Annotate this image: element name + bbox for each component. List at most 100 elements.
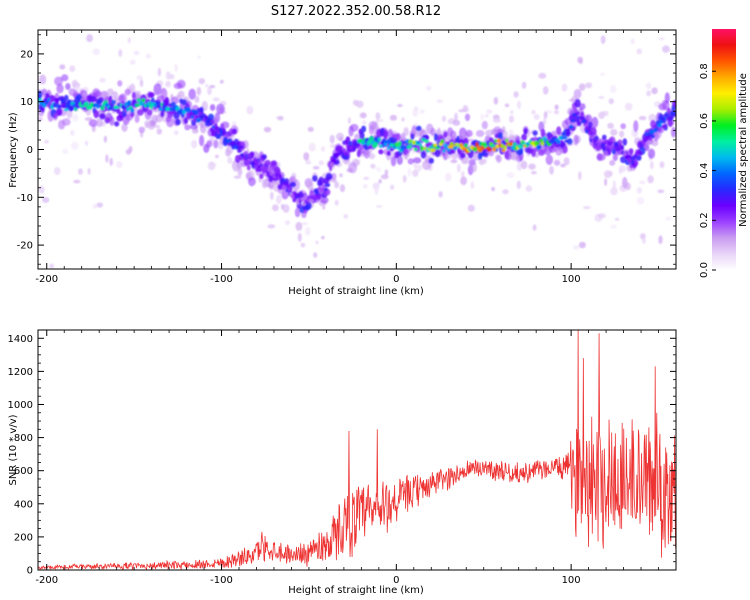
spectrogram-cell — [86, 34, 93, 43]
spectrogram-cell — [566, 138, 573, 145]
spectrogram-cell — [600, 72, 605, 76]
snr-panel: -200 -100 0 100 0 200 400 600 800 1000 1200 1400 H… — [8, 329, 677, 596]
spectrogram-cell — [339, 184, 346, 193]
spectrogram-cell — [495, 144, 500, 149]
spectrogram-cell — [531, 171, 537, 175]
spectrogram-cell — [324, 183, 331, 187]
spectrogram-cell — [443, 131, 448, 138]
spectrogram-cell — [62, 148, 69, 154]
spectrogram-cell — [280, 178, 284, 184]
spectrogram-cell — [587, 130, 593, 136]
spectrogram-cell — [320, 196, 329, 204]
spectrogram-cell — [401, 117, 405, 122]
spectrogram-cell — [632, 163, 637, 167]
spectrogram-cell — [481, 151, 488, 157]
spectrogram-cell — [672, 100, 676, 108]
spectrogram-cell — [390, 184, 395, 190]
spectrogram-cell — [579, 103, 586, 110]
spectrogram-cell — [573, 89, 582, 99]
spectrogram-cell — [438, 191, 443, 198]
spectrogram-cell — [565, 130, 571, 135]
spectrogram-cell — [277, 115, 284, 121]
spectrogram-cell — [638, 151, 643, 156]
spectrogram-cell — [343, 152, 349, 157]
spectrogram-cell — [184, 124, 191, 131]
spectrogram-cell — [479, 141, 484, 147]
spectrogram-cell — [664, 216, 672, 221]
spectrogram-cell — [93, 110, 99, 119]
spectrogram-cell — [472, 147, 478, 152]
spectrogram-cell — [103, 135, 107, 143]
spectrogram-cell — [276, 194, 282, 204]
spectrogram-cell — [528, 163, 536, 170]
spectrogram-cell — [662, 45, 670, 53]
spectrogram-cell — [636, 48, 643, 55]
spectrogram-cell — [72, 113, 79, 122]
spectrogram-cell — [645, 82, 652, 90]
spectrogram-cell — [71, 141, 79, 150]
spectrogram-cell — [666, 107, 671, 115]
spectrogram-cell — [504, 150, 510, 160]
spectrogram-cell — [74, 104, 80, 109]
spectrogram-cell — [85, 140, 88, 146]
spectrogram-cell — [384, 139, 390, 144]
spectrogram-cell — [430, 148, 436, 153]
spectrogram-cell — [126, 107, 130, 112]
spectrogram-cell — [585, 82, 593, 89]
spectrogram-cell — [484, 114, 489, 118]
spectrogram-cell — [155, 101, 160, 105]
spectrogram-cell — [642, 238, 646, 244]
spectrogram-cell — [199, 134, 205, 147]
spectrogram-cell — [588, 121, 593, 129]
spectrogram-cell — [452, 146, 458, 151]
spectrogram-cell — [363, 176, 370, 180]
spectrogram-cell — [259, 173, 264, 180]
spectrogram-cell — [642, 137, 648, 143]
spectrogram-cell — [183, 117, 189, 124]
spectrogram-cell — [158, 107, 163, 111]
spectrogram-cell — [124, 101, 128, 108]
spectrogram-cell — [63, 108, 69, 112]
spectrogram-cell — [376, 166, 381, 172]
spectrogram-cell — [442, 148, 446, 153]
spectrogram-cell — [640, 233, 646, 240]
spectrogram-cell — [69, 107, 73, 112]
spectrogram-cell — [462, 146, 467, 151]
spectrogram-cell — [282, 204, 290, 213]
spectrogram-cell — [449, 141, 454, 146]
spectrogram-cell — [197, 55, 201, 59]
spectrogram-cell — [607, 122, 614, 129]
spectrogram-cell — [268, 174, 274, 183]
spectrogram-cell — [251, 161, 256, 166]
spectrogram-cell — [498, 132, 503, 140]
spectrogram-cell — [121, 17, 128, 20]
spectrogram-cell — [205, 83, 209, 88]
spectrogram-cell — [508, 115, 515, 123]
spectrogram-cell — [59, 64, 66, 70]
spectrogram-cell — [111, 99, 116, 105]
spectrogram-cell — [614, 217, 620, 221]
spectrogram-cell — [475, 130, 485, 137]
spectrogram-cell — [342, 155, 347, 160]
spectrogram-cell — [622, 138, 628, 146]
spectrogram-cell — [598, 96, 605, 99]
spectrogram-cell — [670, 126, 676, 138]
spectrogram-cell — [224, 133, 230, 138]
spectrogram-cell — [303, 209, 308, 214]
spectrogram-cell — [108, 106, 113, 111]
spectrogram-cell — [41, 5, 46, 13]
spectrogram-cell — [560, 163, 566, 168]
spectrogram-cell — [194, 109, 200, 115]
spectrogram-cell — [105, 154, 109, 163]
spectrogram-cell — [619, 130, 625, 138]
spectrogram-cell — [538, 145, 542, 150]
spectrogram-cell — [459, 152, 466, 159]
snr-y-label: SNR (10 * v/v) — [8, 414, 19, 485]
y-tick-label: 20 — [20, 49, 33, 60]
spectrogram-cell — [266, 167, 272, 173]
spectrogram-cell — [295, 221, 303, 231]
spectrogram-cell — [88, 119, 98, 127]
y-tick-label: 1000 — [8, 400, 33, 411]
spectrogram-cell — [44, 140, 49, 144]
spectrogram-cell — [70, 129, 75, 136]
